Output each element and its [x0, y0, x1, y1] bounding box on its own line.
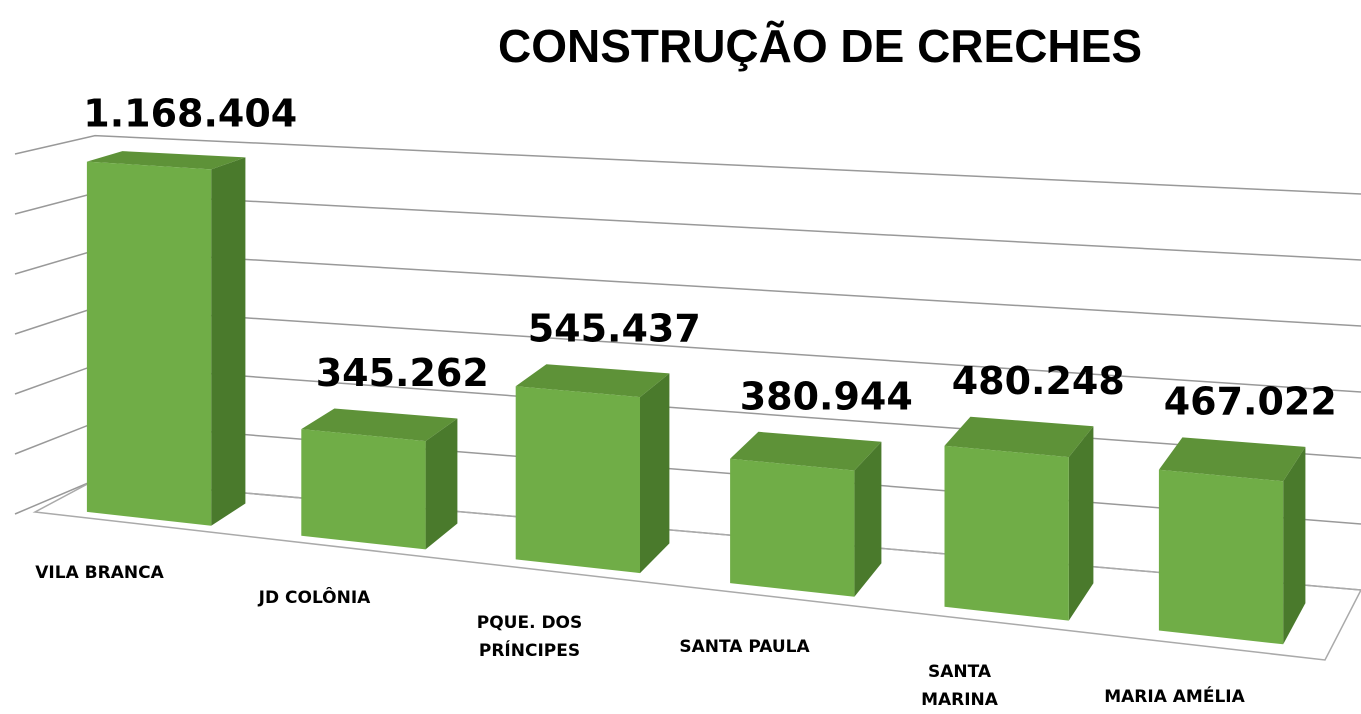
bar [1158, 469, 1284, 645]
bar [301, 429, 426, 550]
bar-top [730, 431, 882, 471]
x-tick-label: VILA BRANCA [35, 563, 164, 584]
bar-side [211, 157, 246, 526]
value-label: 1.168.404 [83, 92, 297, 136]
value-label: 467.022 [1164, 380, 1337, 424]
bar [944, 445, 1069, 621]
chart-title: CONSTRUÇÃO DE CRECHES [498, 20, 1142, 72]
value-label: 480.248 [952, 359, 1125, 403]
grid-line [14, 134, 1361, 195]
bar [515, 386, 640, 574]
value-label: 545.437 [528, 306, 701, 350]
bar-top [1158, 437, 1306, 482]
x-tick-label: PQUE. DOS PRÍNCIPES [476, 612, 583, 661]
bar-top [515, 364, 670, 398]
bar-top [86, 151, 246, 170]
floor [32, 479, 1361, 661]
bar-side [1283, 446, 1306, 645]
bar-top [944, 416, 1094, 458]
bar-side [1068, 426, 1094, 621]
x-tick-label: MARIA AMÉLIA [1104, 686, 1245, 707]
value-label: 345.262 [316, 351, 489, 395]
bar-side [640, 373, 670, 574]
bar [86, 161, 212, 526]
bar-side [854, 441, 882, 597]
bar-side [425, 418, 458, 550]
bar [730, 458, 855, 597]
bar-top [301, 408, 458, 442]
x-tick-label: SANTA PAULA [679, 637, 810, 658]
x-tick-label: JD COLÔNIA [258, 588, 371, 609]
x-tick-label: SANTA MARINA [921, 662, 998, 711]
value-label: 380.944 [740, 374, 913, 418]
